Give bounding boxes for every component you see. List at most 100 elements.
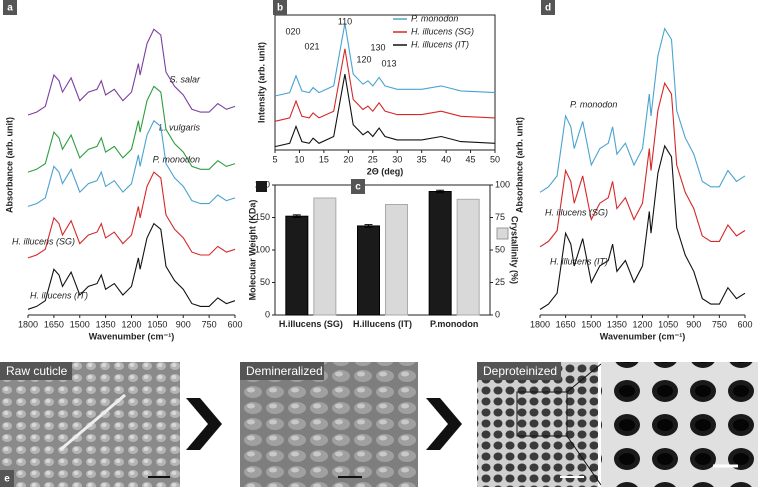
spectrum-line: [274, 48, 496, 122]
panel-label: d: [545, 3, 551, 14]
arrow: [186, 398, 222, 450]
sem-image: [477, 362, 598, 487]
x-tick-label: 50: [490, 154, 500, 164]
spectrum-line: [27, 222, 236, 310]
y-tick-label: 50: [260, 277, 270, 287]
spectrum-line: [27, 28, 236, 116]
image-detail: [59, 393, 126, 452]
x-axis-label: Wavenumber (cm⁻¹): [89, 331, 174, 341]
x-tick-label: H.illucens (SG): [278, 319, 343, 329]
x-axis-label: Wavenumber (cm⁻¹): [600, 331, 685, 341]
spectrum-line: [539, 81, 746, 248]
x-tick-label: H.illucens (IT): [352, 319, 412, 329]
caption-box: [477, 362, 561, 380]
y-axis-label: Absorbance (arb. unit): [4, 117, 14, 213]
x-tick-label: 10: [294, 154, 304, 164]
x-tick-label: 1050: [147, 319, 167, 329]
panel-label: c: [355, 182, 361, 193]
y2-axis-label: Crystallinity (%): [510, 216, 520, 284]
error-bar: [436, 189, 445, 194]
plot-frame: [274, 14, 496, 151]
bar: [385, 204, 408, 316]
caption-box: [0, 362, 72, 380]
bar: [285, 215, 309, 316]
bar: [313, 197, 337, 316]
y-tick-label: 0: [265, 309, 270, 319]
x-tick-label: 1350: [96, 319, 116, 329]
x-tick-label: 1200: [121, 319, 141, 329]
y2-tick-label: 25: [495, 277, 505, 287]
y-axis-label: Intensity (arb. unit): [256, 42, 266, 123]
series-label: H. illucens (SG): [545, 207, 608, 217]
series-label: H. illucens (SG): [12, 236, 75, 246]
peak-label: 021: [304, 41, 319, 51]
bar: [456, 198, 480, 316]
x-tick-label: 1500: [70, 319, 90, 329]
panel-label-box: [0, 470, 14, 487]
series-label: H. illucens (IT): [550, 256, 608, 266]
x-tick-label: 45: [466, 154, 476, 164]
x-tick-label: 40: [441, 154, 451, 164]
spectrum-line: [27, 171, 236, 259]
series-label: H. illucens (IT): [30, 290, 88, 300]
peak-label: 020: [285, 26, 300, 36]
x-tick-label: 1200: [632, 319, 652, 329]
x-tick-label: P.monodon: [429, 319, 479, 329]
sem-image: [240, 362, 418, 487]
x-tick-label: 750: [712, 319, 727, 329]
panel-label-box: [351, 179, 365, 194]
x-tick-label: 900: [176, 319, 191, 329]
x-tick-label: 1500: [581, 319, 601, 329]
arrow: [426, 398, 462, 450]
caption-box: [240, 362, 324, 380]
panel-label: e: [4, 474, 10, 485]
x-tick-label: 600: [737, 319, 752, 329]
series-label: P. monodon: [153, 154, 200, 164]
x-axis-label: 2Θ (deg): [367, 166, 404, 176]
spectrum-line: [274, 74, 496, 148]
legend-label: H. illucens (IT): [411, 39, 469, 49]
series-label: L. vulgaris: [159, 122, 201, 132]
panel-label: b: [277, 3, 283, 14]
panel-label-box: [541, 0, 555, 15]
image-caption: Raw cuticle: [6, 364, 68, 378]
x-tick-label: 30: [392, 154, 402, 164]
y-tick-label: 100: [255, 244, 270, 254]
image-caption: Demineralized: [246, 364, 323, 378]
y2-tick-label: 100: [495, 179, 510, 189]
x-tick-label: 1350: [607, 319, 627, 329]
y2-tick-label: 0: [495, 309, 500, 319]
bar: [357, 225, 380, 316]
error-bar: [292, 214, 301, 218]
x-tick-label: 35: [417, 154, 427, 164]
spectrum-line: [274, 23, 496, 97]
image-panel: Raw cuticle Demineralized Deproteinized …: [0, 362, 758, 487]
panel-label-box: [273, 0, 287, 15]
y2-tick-label: 75: [495, 212, 505, 222]
x-tick-label: 1800: [18, 319, 38, 329]
y-axis-label: Molecular Weight (KDa): [247, 200, 257, 301]
spectrum-line: [27, 85, 236, 173]
x-tick-label: 750: [202, 319, 217, 329]
panel-label: a: [7, 3, 13, 14]
spectrum-line: [539, 27, 746, 193]
legend-swatch: [256, 181, 267, 192]
x-tick-label: 15: [319, 154, 329, 164]
legend-label: H. illucens (SG): [411, 26, 474, 36]
peak-label: 110: [338, 16, 352, 26]
x-tick-label: 1650: [44, 319, 64, 329]
peak-label: 013: [381, 58, 396, 68]
peak-label: 120: [356, 54, 371, 64]
panel-label-box: [3, 0, 17, 15]
legend-label: P. monodon: [411, 13, 458, 23]
zoom-line: [566, 435, 602, 486]
image-caption: Deproteinized: [483, 364, 557, 378]
y-axis-label: Absorbance (arb. unit): [514, 117, 524, 213]
legend-swatch: [496, 227, 509, 240]
zoom-line: [566, 363, 602, 393]
x-tick-label: 900: [686, 319, 701, 329]
x-tick-label: 600: [227, 319, 242, 329]
x-tick-label: 25: [368, 154, 378, 164]
x-tick-label: 1650: [556, 319, 576, 329]
